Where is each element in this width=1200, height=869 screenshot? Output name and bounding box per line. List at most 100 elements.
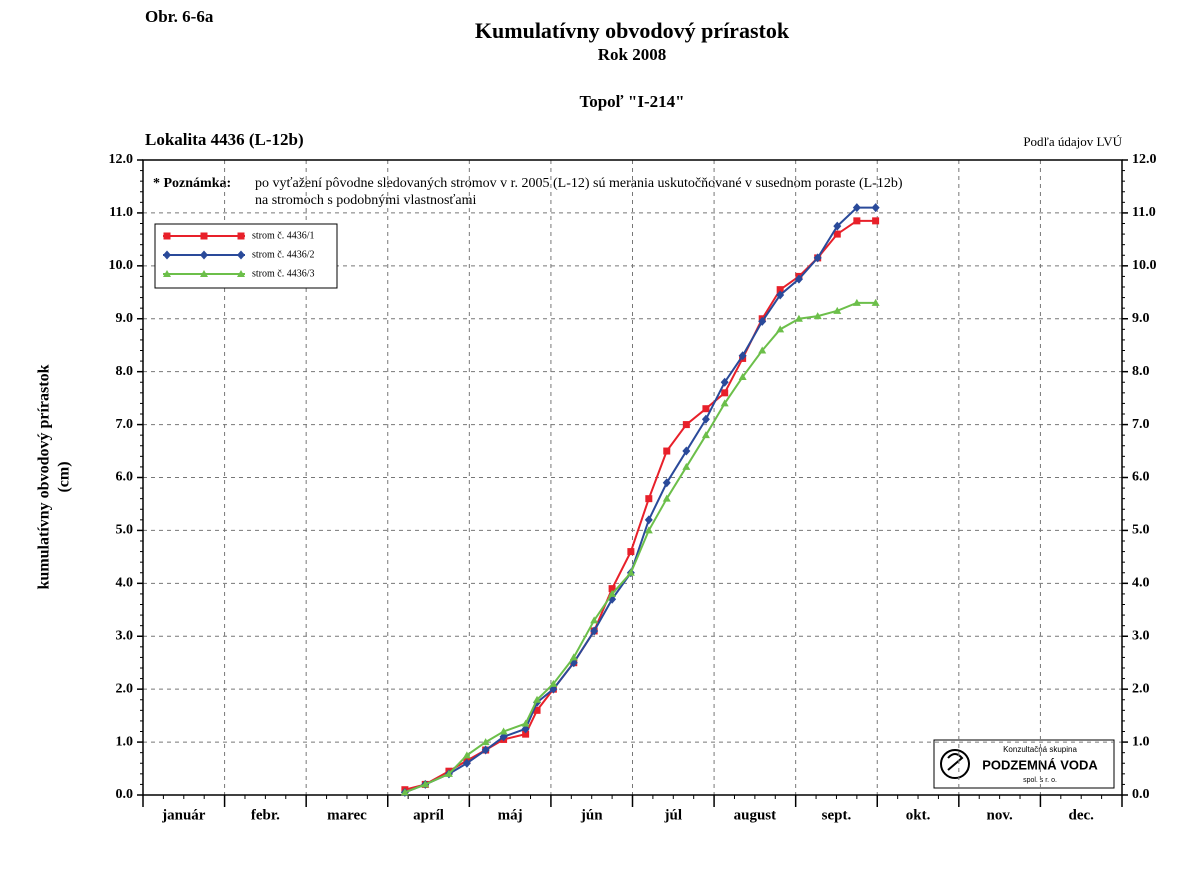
marker	[794, 314, 803, 322]
marker	[738, 372, 747, 380]
logo-text: Konzultačná skupina	[1003, 745, 1077, 754]
marker	[533, 695, 542, 703]
y-tick-label: 4.0	[116, 576, 134, 591]
marker	[200, 270, 208, 277]
logo-box	[933, 739, 1115, 789]
marker	[721, 389, 729, 397]
marker	[522, 730, 530, 738]
marker	[462, 751, 471, 759]
marker	[701, 431, 710, 439]
marker	[682, 462, 691, 470]
y-tick-label: 10.0	[109, 258, 134, 273]
x-tick-label: nov.	[986, 807, 1013, 823]
marker	[163, 232, 171, 240]
marker	[400, 788, 409, 796]
marker	[720, 399, 729, 407]
marker	[521, 724, 530, 734]
species-label: Topoľ "I-214"	[579, 92, 684, 111]
marker	[852, 298, 861, 306]
legend: strom č. 4436/1 strom č. 4436/2 strom č. 4…	[154, 223, 338, 289]
x-tick-label: sept.	[822, 807, 852, 823]
y-tick-label: 11.0	[109, 205, 133, 220]
marker	[590, 626, 599, 636]
marker	[521, 719, 530, 727]
y2-tick-label: 10.0	[1132, 258, 1157, 273]
x-tick-label: marec	[327, 807, 367, 823]
marker	[200, 250, 208, 260]
x-tick-label: január	[161, 807, 206, 823]
figure-label: Obr. 6-6a	[145, 7, 214, 26]
location-label: Lokalita 4436 (L-12b)	[145, 130, 304, 149]
marker	[444, 769, 453, 777]
marker	[663, 447, 671, 455]
y-tick-label: 8.0	[116, 364, 134, 379]
marker	[682, 421, 690, 429]
marker	[237, 232, 245, 240]
marker	[608, 585, 616, 593]
marker	[163, 250, 171, 260]
y-tick-label: 7.0	[116, 417, 134, 432]
marker	[852, 203, 861, 213]
marker	[871, 203, 880, 213]
marker	[421, 780, 430, 788]
y2-tick-label: 5.0	[1132, 523, 1150, 538]
chart-subtitle: Rok 2008	[598, 45, 666, 64]
y-tick-label: 9.0	[116, 311, 134, 326]
marker	[163, 270, 171, 277]
marker	[758, 316, 767, 326]
legend-box	[154, 223, 338, 289]
x-tick-label: febr.	[251, 807, 280, 823]
logo-icon	[940, 749, 970, 779]
marker	[738, 351, 747, 361]
marker	[549, 679, 558, 687]
y2-tick-label: 0.0	[1132, 787, 1150, 802]
marker	[499, 727, 508, 735]
y-tick-label: 3.0	[116, 628, 134, 643]
legend-label: strom č. 4436/3	[252, 268, 315, 279]
marker	[569, 653, 578, 661]
marker	[813, 312, 822, 320]
x-tick-label: júl	[664, 807, 683, 823]
x-tick-label: jún	[580, 807, 603, 823]
marker	[701, 414, 710, 424]
marker	[682, 446, 691, 456]
chart-title: Kumulatívny obvodový prírastok	[475, 18, 790, 43]
marker	[833, 230, 841, 238]
marker	[662, 494, 671, 502]
x-tick-label: dec.	[1068, 807, 1094, 823]
note-label: * Poznámka:	[153, 176, 231, 191]
marker	[776, 290, 785, 300]
y2-tick-label: 6.0	[1132, 470, 1150, 485]
marker	[590, 616, 599, 624]
legend-label: strom č. 4436/1	[252, 230, 315, 241]
y-axis-label: (cm)	[56, 461, 73, 492]
marker	[533, 706, 541, 714]
series-line	[404, 206, 876, 794]
marker	[872, 217, 880, 225]
x-tick-label: apríl	[413, 807, 444, 823]
y2-tick-label: 4.0	[1132, 576, 1150, 591]
marker	[644, 526, 653, 534]
y2-tick-label: 1.0	[1132, 734, 1150, 749]
y-tick-label: 0.0	[116, 787, 134, 802]
y2-tick-label: 2.0	[1132, 681, 1150, 696]
marker	[794, 274, 803, 284]
note-line: na stromoch s podobnými vlastnosťami	[255, 193, 477, 208]
marker	[871, 298, 880, 306]
y-tick-label: 5.0	[116, 523, 134, 538]
marker	[644, 515, 653, 525]
x-tick-label: máj	[498, 807, 523, 823]
source-label: Podľa údajov LVÚ	[1023, 134, 1122, 149]
x-tick-label: august	[734, 807, 777, 823]
marker	[481, 745, 490, 755]
y-tick-label: 6.0	[116, 470, 134, 485]
marker	[758, 346, 767, 354]
y2-tick-label: 3.0	[1132, 628, 1150, 643]
marker	[645, 495, 653, 503]
y2-tick-label: 11.0	[1132, 205, 1156, 220]
x-tick-label: okt.	[906, 807, 931, 823]
plot-frame	[142, 159, 1123, 796]
y-tick-label: 1.0	[116, 734, 134, 749]
y2-tick-label: 8.0	[1132, 364, 1150, 379]
marker	[481, 738, 490, 746]
